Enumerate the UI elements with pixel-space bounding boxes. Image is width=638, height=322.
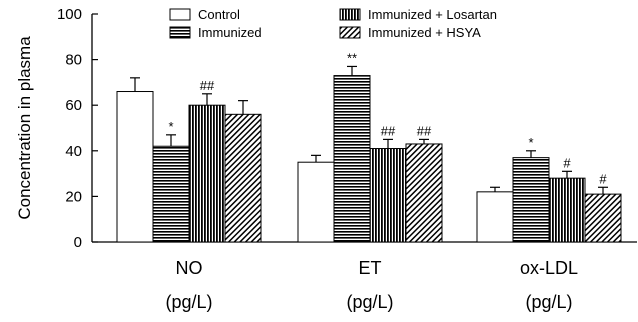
unit-label: (pg/L) xyxy=(346,292,393,312)
legend-label: Immunized + Losartan xyxy=(368,7,497,22)
bar-et-0 xyxy=(298,162,334,242)
bar-no-3 xyxy=(225,114,261,242)
bars: *##**## ##*## xyxy=(117,50,621,242)
significance-label: * xyxy=(168,119,173,134)
significance-label: # xyxy=(599,171,607,186)
y-axis-title: Concentration in plasma xyxy=(15,36,34,220)
bar-ox-ldl-3 xyxy=(585,194,621,242)
unit-label: (pg/L) xyxy=(165,292,212,312)
bar-ox-ldl-0 xyxy=(477,192,513,242)
legend: Control Immunized Immunized + Losartan Immu… xyxy=(170,7,497,40)
legend-swatch xyxy=(340,9,360,20)
unit-label: (pg/L) xyxy=(525,292,572,312)
bar-no-0 xyxy=(117,92,153,242)
bar-et-1 xyxy=(334,76,370,242)
y-tick-label: 60 xyxy=(65,97,82,114)
bar-no-2 xyxy=(189,105,225,242)
legend-swatch xyxy=(170,9,190,20)
y-tick-label: 20 xyxy=(65,188,82,205)
legend-label: Immunized + HSYA xyxy=(368,25,481,40)
legend-label: Control xyxy=(198,7,240,22)
legend-swatch xyxy=(340,27,360,38)
significance-label: * xyxy=(528,135,533,150)
significance-label: ** xyxy=(347,50,357,65)
y-tick-label: 40 xyxy=(65,143,82,160)
bar-ox-ldl-2 xyxy=(549,178,585,242)
bar-ox-ldl-1 xyxy=(513,158,549,242)
y-tick-label: 80 xyxy=(65,52,82,69)
significance-label: ## xyxy=(417,123,432,138)
significance-label: ## xyxy=(200,78,215,93)
bar-et-3 xyxy=(406,144,442,242)
significance-label: # xyxy=(563,155,571,170)
category-labels: NO (pg/L) ET (pg/L) ox-LDL (pg/L) xyxy=(165,258,578,312)
y-tick-label: 100 xyxy=(57,6,82,23)
category-label-no: NO xyxy=(176,258,203,278)
legend-label: Immunized xyxy=(198,25,262,40)
bar-et-2 xyxy=(370,149,406,242)
significance-label: ## xyxy=(381,123,396,138)
legend-swatch xyxy=(170,27,190,38)
category-label-ox-ldl: ox-LDL xyxy=(520,258,578,278)
bar-no-1 xyxy=(153,146,189,242)
y-tick-label: 0 xyxy=(74,234,82,251)
category-label-et: ET xyxy=(358,258,381,278)
